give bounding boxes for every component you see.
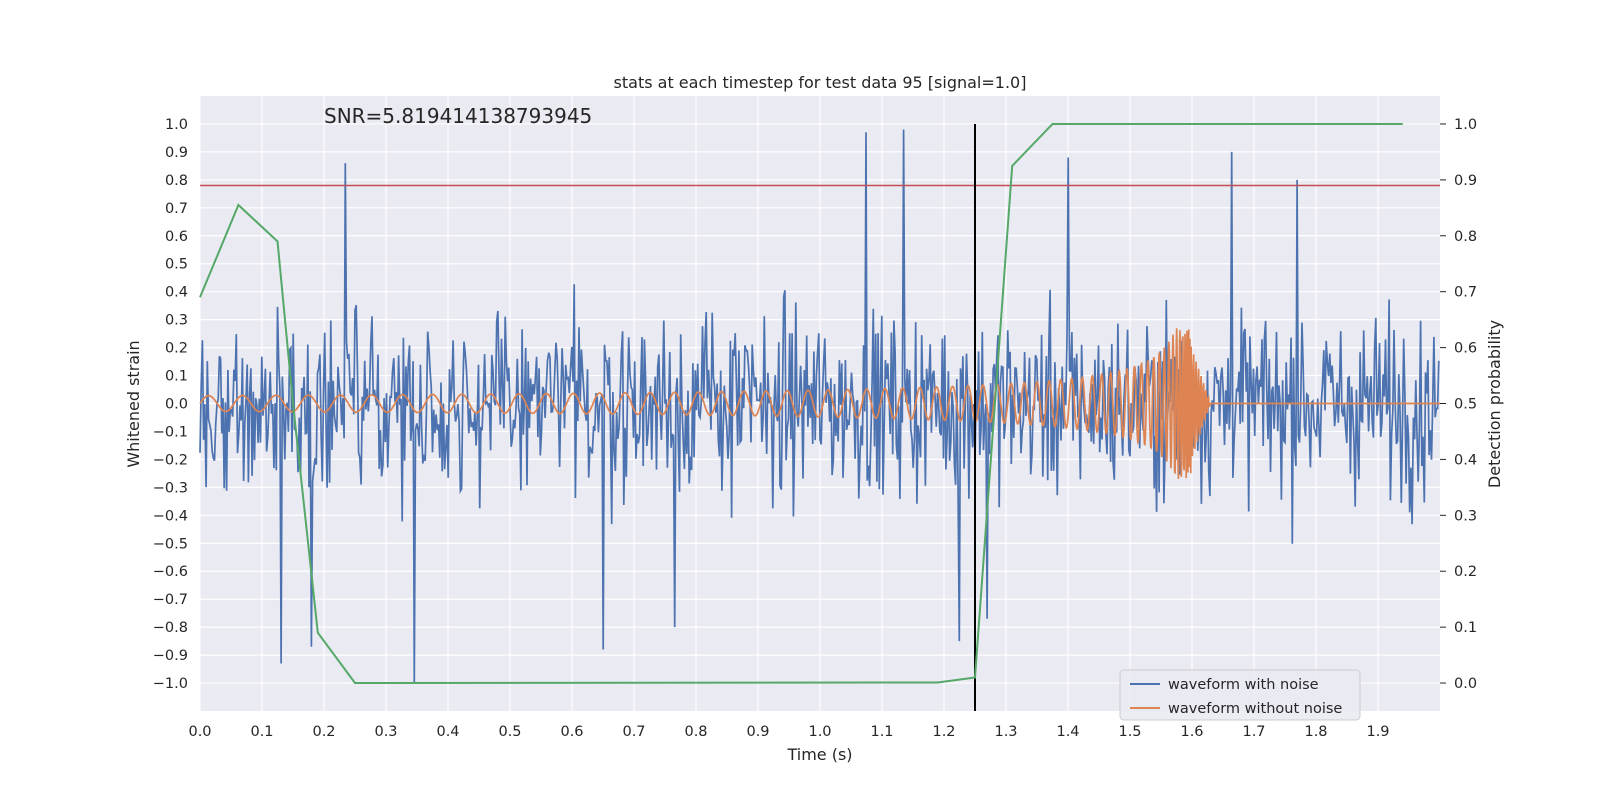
y-tick-label: −0.8 [153, 620, 188, 636]
x-tick-label: 0.6 [560, 724, 583, 740]
y2-ticks: 1.0 0.9 0.8 0.7 0.6 0.5 0.4 0.3 0.2 0.1 0.0 [1440, 117, 1477, 692]
x-tick-label: 1.6 [1180, 724, 1203, 740]
y-tick-label: −0.7 [153, 592, 188, 608]
y2-tick-label: 0.9 [1454, 173, 1477, 189]
x-tick-label: 1.3 [994, 724, 1017, 740]
x-tick-label: 0.8 [684, 724, 707, 740]
x-tick-label: 0.0 [188, 724, 211, 740]
y-tick-label: 0.6 [165, 229, 188, 245]
clean-line [199, 328, 1440, 479]
legend-box [1119, 669, 1361, 721]
series-waveform-with-noise [199, 129, 1440, 684]
y2-tick-label: 0.4 [1454, 452, 1477, 468]
x-tick-label: 1.4 [1056, 724, 1079, 740]
y2-tick-label: 0.5 [1454, 397, 1477, 413]
y2-tick-label: 0.8 [1454, 229, 1477, 245]
x-tick-label: 0.2 [312, 724, 335, 740]
y-tick-label: 0.5 [165, 257, 188, 273]
x-tick-label: 1.8 [1304, 724, 1327, 740]
y-tick-label: −0.3 [153, 480, 188, 496]
snr-annotation: SNR=5.819414138793945 [324, 104, 592, 128]
y-tick-label: 0.4 [165, 285, 188, 301]
x-ticks: 0.0 0.1 0.2 0.3 0.4 0.5 0.6 0.7 0.8 0.9 1.0 1.1 1.2 1… [188, 724, 1389, 740]
y-tick-label: −0.4 [153, 508, 188, 524]
y-tick-label: −1.0 [153, 676, 188, 692]
y2-tick-label: 0.2 [1454, 564, 1477, 580]
x-tick-label: 0.3 [374, 724, 397, 740]
y2-tick-label: 1.0 [1454, 117, 1477, 133]
y-tick-label: −0.1 [153, 424, 188, 440]
y-axis-label: Whitened strain [124, 340, 143, 467]
y2-tick-label: 0.0 [1454, 676, 1477, 692]
x-axis-label: Time (s) [786, 745, 852, 764]
series-waveform-without-noise [199, 328, 1440, 479]
y2-tick-label: 0.3 [1454, 508, 1477, 524]
x-tick-label: 0.9 [746, 724, 769, 740]
y2-axis-label: Detection probability [1485, 320, 1504, 488]
legend: waveform with noise waveform without noi… [1119, 669, 1361, 721]
y-tick-label: −0.2 [153, 452, 188, 468]
grid [199, 96, 1440, 711]
x-tick-label: 0.7 [622, 724, 645, 740]
x-tick-label: 1.5 [1118, 724, 1141, 740]
y-tick-label: 0.9 [165, 145, 188, 161]
y2-tick-label: 0.6 [1454, 341, 1477, 357]
y-tick-label: 0.3 [165, 313, 188, 329]
x-tick-label: 1.1 [870, 724, 893, 740]
legend-label-noisy: waveform with noise [1168, 677, 1319, 693]
x-tick-label: 1.7 [1242, 724, 1265, 740]
x-tick-label: 0.5 [498, 724, 521, 740]
legend-label-clean: waveform without noise [1168, 701, 1342, 717]
noisy-line [199, 129, 1440, 684]
y2-tick-label: 0.1 [1454, 620, 1477, 636]
y-tick-label: 0.2 [165, 341, 188, 357]
x-tick-label: 0.1 [250, 724, 273, 740]
y-tick-label: 0.0 [165, 397, 188, 413]
y-tick-label: 1.0 [165, 117, 188, 133]
y2-tick-label: 0.7 [1454, 285, 1477, 301]
overlays [200, 123, 1440, 711]
chart-title: stats at each timestep for test data 95 … [614, 73, 1027, 92]
x-tick-label: 0.4 [436, 724, 459, 740]
series-detection-probability [199, 123, 1403, 685]
x-tick-label: 1.9 [1366, 724, 1389, 740]
y-tick-label: −0.9 [153, 648, 188, 664]
y-tick-label: −0.6 [153, 564, 188, 580]
probability-line [199, 123, 1403, 685]
y-tick-label: 0.1 [165, 369, 188, 385]
y-tick-label: 0.8 [165, 173, 188, 189]
y-ticks: 1.0 0.9 0.8 0.7 0.6 0.5 0.4 0.3 0.2 0.1 0.0 −0.1 −0.… [153, 117, 188, 692]
x-tick-label: 1.2 [932, 724, 955, 740]
y-tick-label: 0.7 [165, 201, 188, 217]
x-tick-label: 1.0 [808, 724, 831, 740]
y-tick-label: −0.5 [153, 536, 188, 552]
